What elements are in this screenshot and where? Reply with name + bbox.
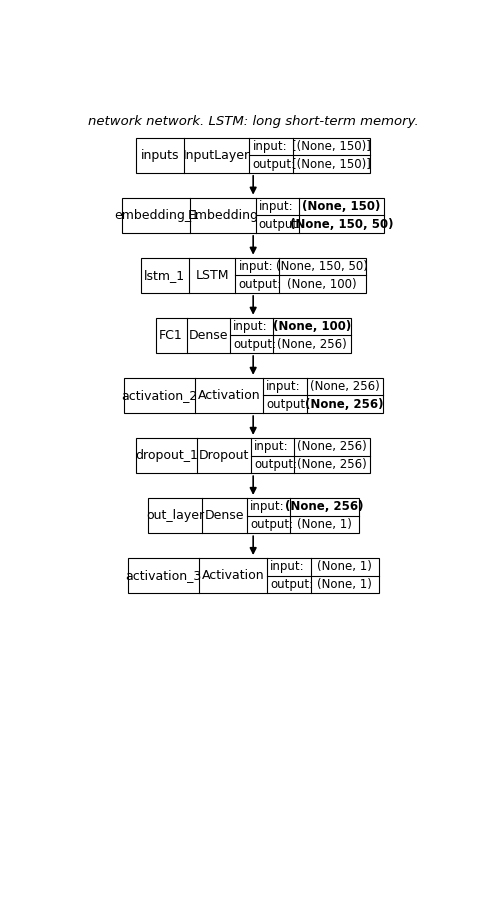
Text: input:: input: <box>254 440 288 453</box>
Text: FC1: FC1 <box>159 329 183 342</box>
Text: (None, 1): (None, 1) <box>317 560 372 574</box>
Text: (None, 150, 50): (None, 150, 50) <box>276 260 368 273</box>
Text: output:: output: <box>254 458 297 471</box>
Text: (None, 256): (None, 256) <box>285 501 364 513</box>
Text: Activation: Activation <box>198 389 260 402</box>
Text: out_layer: out_layer <box>146 509 204 522</box>
Bar <box>141 258 366 293</box>
Text: (None, 150): (None, 150) <box>302 200 381 213</box>
Text: output:: output: <box>252 158 295 170</box>
Text: (None, 1): (None, 1) <box>297 518 352 531</box>
Text: input:: input: <box>266 380 301 393</box>
Text: dropout_1: dropout_1 <box>135 449 198 462</box>
Text: input:: input: <box>239 260 273 273</box>
Text: Activation: Activation <box>202 569 264 582</box>
Text: (None, 256): (None, 256) <box>305 398 384 410</box>
Text: (None, 256): (None, 256) <box>310 380 379 393</box>
Text: (None, 256): (None, 256) <box>277 337 347 351</box>
Text: (None, 256): (None, 256) <box>297 440 367 453</box>
Text: output:: output: <box>270 578 313 591</box>
Text: (None, 150, 50): (None, 150, 50) <box>290 217 393 231</box>
Text: (None, 100): (None, 100) <box>273 320 351 333</box>
Text: input:: input: <box>250 501 285 513</box>
Text: output:: output: <box>239 278 282 290</box>
Text: Dense: Dense <box>205 509 244 522</box>
Text: Dense: Dense <box>189 329 228 342</box>
Text: LSTM: LSTM <box>195 269 229 281</box>
Text: input:: input: <box>270 560 305 574</box>
Bar <box>136 437 370 474</box>
Text: activation_3: activation_3 <box>125 569 202 582</box>
Text: Embedding: Embedding <box>187 208 258 222</box>
Bar <box>136 137 370 173</box>
Bar <box>124 378 382 413</box>
Text: (None, 100): (None, 100) <box>288 278 357 290</box>
Text: input:: input: <box>258 200 293 213</box>
Bar <box>148 498 359 533</box>
Text: input:: input: <box>233 320 268 333</box>
Text: output:: output: <box>266 398 309 410</box>
Text: (None, 256): (None, 256) <box>297 458 367 471</box>
Text: Dropout: Dropout <box>199 449 249 462</box>
Text: [(None, 150)]: [(None, 150)] <box>292 140 371 152</box>
Text: output:: output: <box>250 518 293 531</box>
Text: input:: input: <box>252 140 287 152</box>
Text: (None, 1): (None, 1) <box>317 578 372 591</box>
Bar <box>127 558 379 594</box>
Text: activation_2: activation_2 <box>121 389 198 402</box>
Text: output:: output: <box>233 337 276 351</box>
Text: InputLayer: InputLayer <box>183 149 250 161</box>
Bar <box>156 318 351 353</box>
Bar <box>122 198 384 233</box>
Text: [(None, 150)]: [(None, 150)] <box>292 158 371 170</box>
Text: network network. LSTM: long short-term memory.: network network. LSTM: long short-term m… <box>88 115 418 128</box>
Text: output:: output: <box>258 217 302 231</box>
Text: inputs: inputs <box>141 149 179 161</box>
Text: lstm_1: lstm_1 <box>144 269 185 281</box>
Text: embedding_1: embedding_1 <box>114 208 199 222</box>
